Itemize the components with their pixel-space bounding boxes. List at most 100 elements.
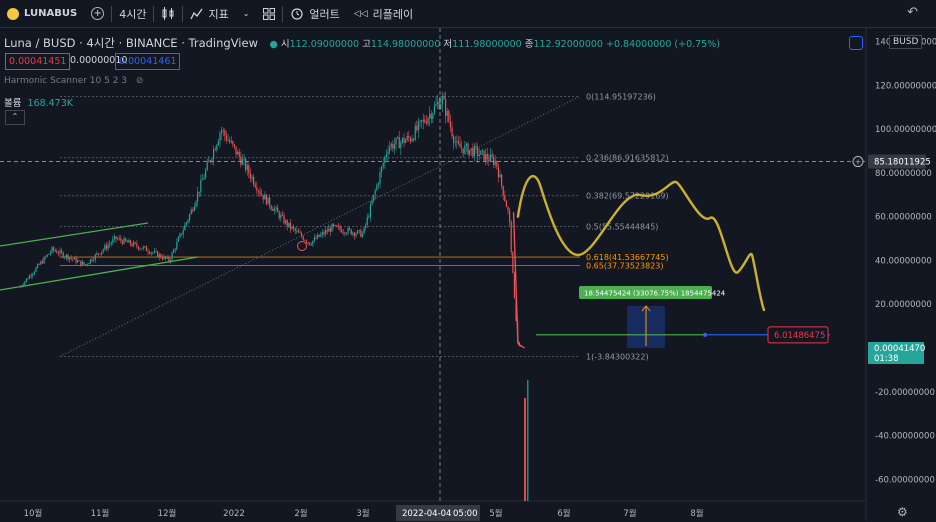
candle-body	[424, 119, 426, 123]
candle-body	[121, 240, 124, 244]
time-tick-label: 8월	[690, 508, 703, 519]
price-chart[interactable]: 0(114.95197236) 0.236(86.91635812) 0.382(6…	[0, 28, 936, 522]
candle-body	[275, 207, 277, 209]
indicators-dropdown-button[interactable]: ⌄	[236, 0, 257, 27]
candle-body	[128, 240, 130, 243]
candle-body	[294, 228, 296, 231]
candle-body	[438, 102, 440, 109]
symbol-search-button[interactable]: LUNABUS	[0, 0, 84, 27]
volume-legend[interactable]: 볼륨 168.473K	[4, 95, 73, 109]
candle-body	[206, 162, 208, 171]
candle-body	[342, 232, 344, 234]
indicator-name: Harmonic Scanner 10 5 2 3	[4, 76, 128, 86]
candle-body	[38, 264, 40, 265]
candle-body	[427, 118, 429, 124]
collapse-legend-button[interactable]: ⌃	[5, 110, 25, 125]
candle-body	[163, 256, 165, 259]
candle-body	[366, 217, 368, 225]
price-range-measure[interactable]: 18.54475424 (33076.75%) 1854475424 6.0148…	[536, 286, 830, 348]
trend-drawings[interactable]	[0, 222, 307, 291]
candle-body	[336, 225, 338, 227]
auto-scale-icon[interactable]	[849, 36, 863, 50]
currency-badge[interactable]: BUSD	[889, 35, 923, 49]
candle-body	[313, 237, 316, 241]
layouts-button[interactable]	[256, 0, 282, 27]
candle-body	[264, 194, 266, 200]
candle-body	[248, 165, 250, 174]
close-value: 112.92000000	[533, 39, 603, 50]
projection-path[interactable]	[516, 174, 766, 312]
high-value: 114.98000000	[370, 39, 441, 50]
candle-body	[326, 230, 328, 232]
candle-body	[246, 165, 248, 170]
candle-body	[227, 140, 229, 142]
candle-body	[309, 242, 311, 245]
candle-body	[150, 252, 152, 254]
crash-candle	[512, 212, 519, 344]
candle-body	[104, 245, 106, 250]
candle-body	[249, 173, 252, 179]
candle-body	[361, 233, 364, 237]
candle-body	[161, 257, 164, 259]
candle-body	[273, 208, 276, 211]
candle-body	[189, 214, 191, 220]
candle-body	[24, 281, 26, 285]
candle-body	[304, 239, 306, 241]
gear-icon[interactable]: ⚙	[897, 505, 908, 519]
alert-button[interactable]: 얼러트	[283, 0, 346, 27]
undo-icon[interactable]: ↶	[907, 5, 918, 20]
compare-add-button[interactable]: +	[84, 0, 111, 27]
candle-body	[467, 143, 469, 155]
candle-body	[379, 172, 381, 184]
candle-body	[97, 253, 100, 255]
buy-price-box[interactable]: 0.00041461	[115, 53, 181, 70]
replay-button[interactable]: ◁◁ 리플레이	[347, 0, 420, 27]
candle-body	[389, 147, 391, 152]
chart-type-button[interactable]	[154, 0, 182, 27]
low-label: 저	[443, 39, 453, 50]
alarm-clock-icon	[291, 8, 304, 20]
candle-body	[368, 216, 370, 218]
candle-body	[291, 226, 293, 229]
candle-body	[181, 233, 183, 235]
time-axis[interactable]: 10월 11월 12월 2022 2월 3월 5월 6월 7월 8월 2022-04-04 05:00	[24, 505, 704, 521]
price-axis[interactable]: 140.00000000120.00000000100.0000000080.0…	[868, 38, 936, 486]
fib-level-label: 1(-3.84300322)	[586, 352, 649, 361]
candle-body	[501, 174, 503, 186]
candle-body	[315, 237, 317, 239]
candle-body	[373, 194, 375, 201]
candle-body	[96, 253, 98, 255]
candle-body	[125, 238, 127, 241]
candle-body	[515, 297, 517, 321]
interval-button[interactable]: 4시간	[112, 0, 153, 27]
candle-body	[345, 233, 348, 235]
candle-body	[475, 145, 477, 148]
candle-body	[205, 170, 207, 178]
candle-body	[185, 222, 188, 225]
candle-body	[382, 163, 384, 167]
sell-price-box[interactable]: 0.00041451	[5, 53, 71, 70]
candle-body	[69, 257, 71, 260]
candle-body	[53, 247, 55, 251]
candle-body	[147, 250, 149, 253]
candle-body	[198, 191, 200, 193]
measure-label-box	[579, 286, 712, 299]
candle-body	[403, 137, 405, 144]
candle-body	[51, 247, 53, 253]
indicators-button[interactable]: 지표	[183, 0, 235, 27]
candle-body	[193, 206, 196, 211]
candle-body	[385, 154, 388, 157]
fib-retracement[interactable]: 0(114.95197236) 0.236(86.91635812) 0.382(6…	[59, 92, 669, 361]
close-label: 종	[524, 39, 534, 50]
candle-body	[243, 159, 245, 160]
candle-body	[254, 184, 256, 188]
candle-body	[133, 242, 135, 246]
candle-body	[222, 130, 224, 132]
crosshair-price-marker	[868, 154, 926, 169]
candle-body	[272, 208, 274, 211]
candle-body	[357, 230, 359, 234]
indicator-legend-harmonic[interactable]: Harmonic Scanner 10 5 2 3 ⊘	[4, 76, 143, 86]
eye-hidden-icon[interactable]: ⊘	[135, 76, 144, 86]
candle-body	[350, 229, 352, 235]
candle-body	[73, 257, 76, 260]
